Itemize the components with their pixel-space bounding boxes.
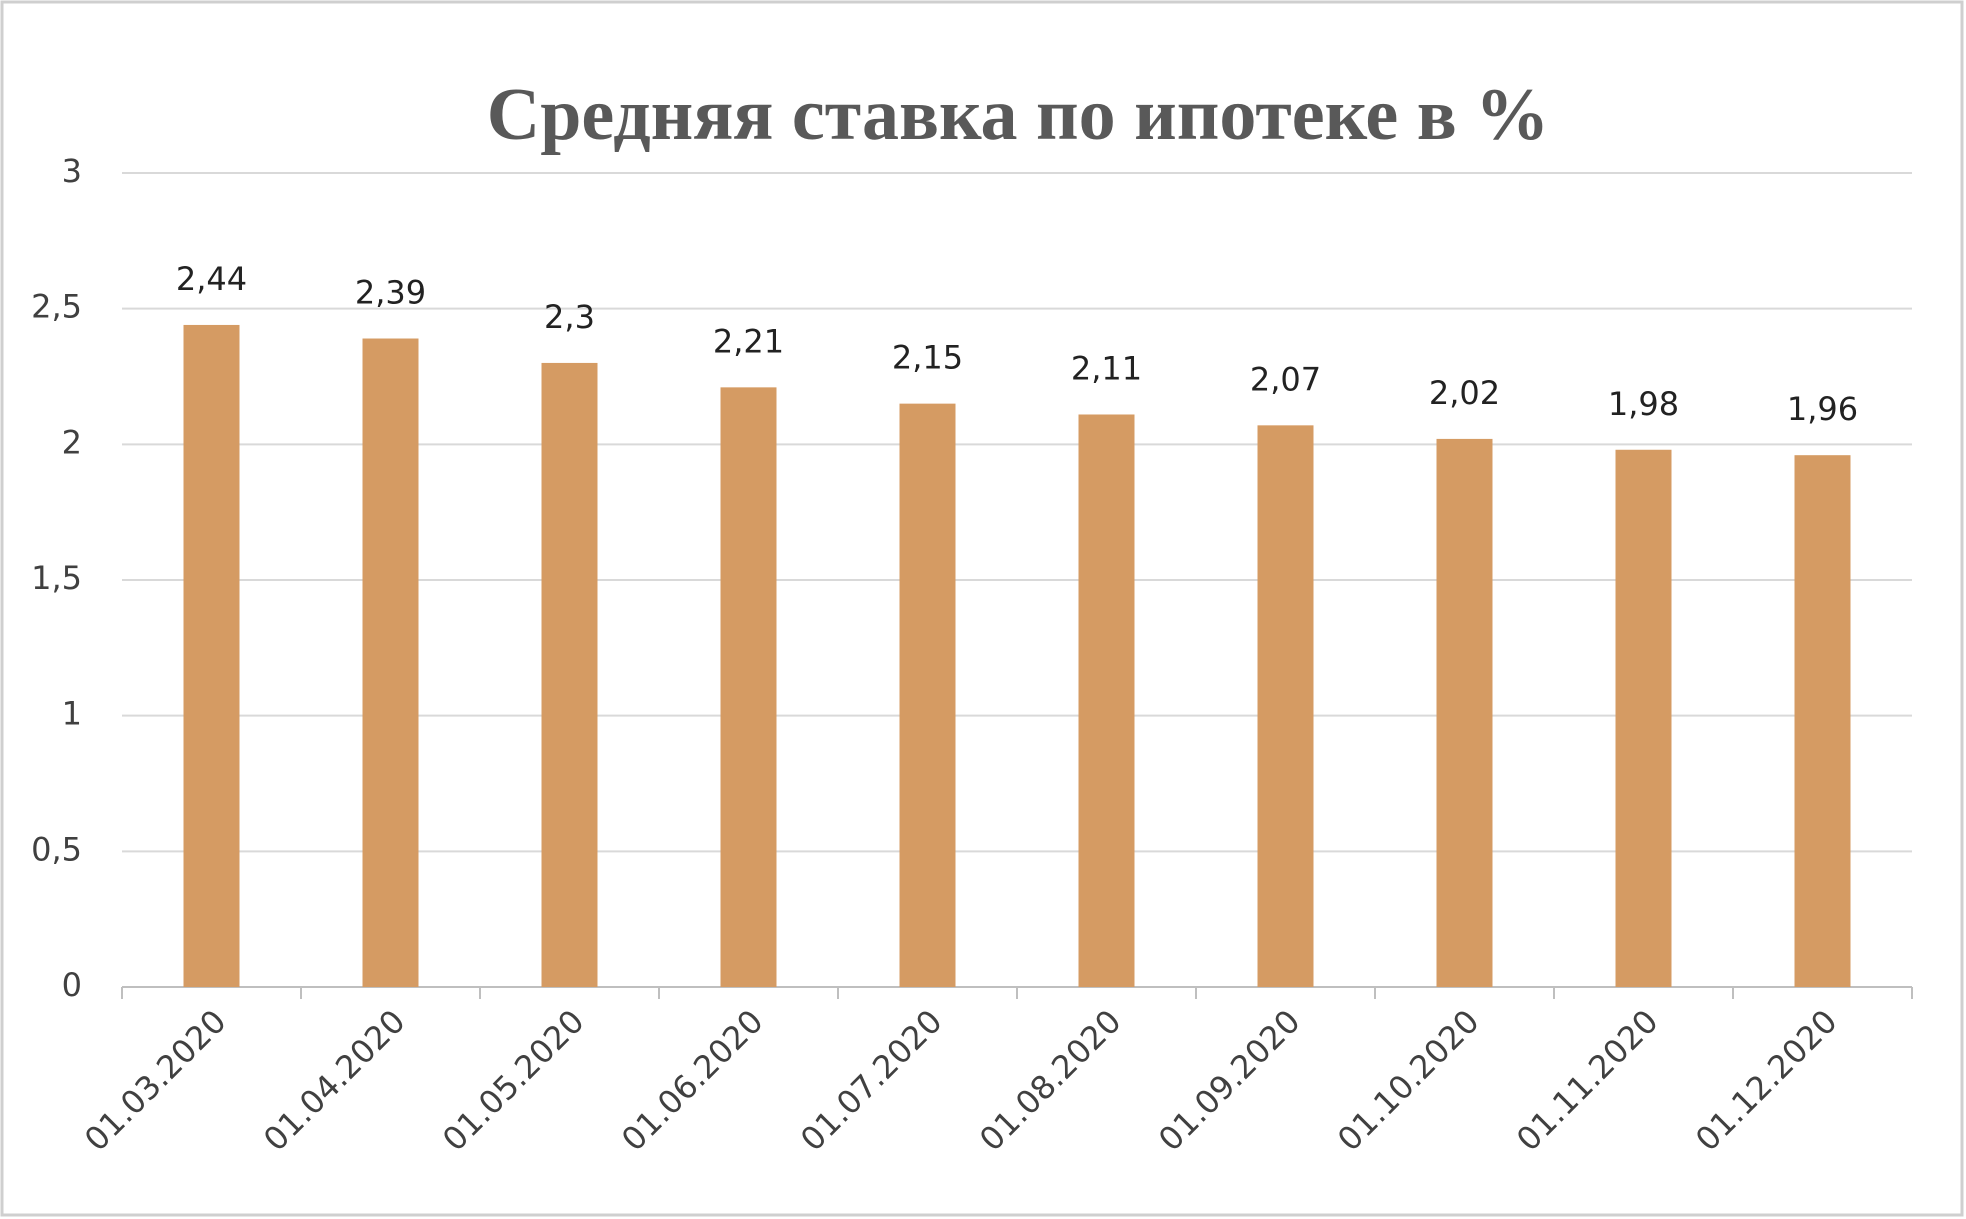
y-tick-label: 2,5 — [31, 288, 82, 326]
data-label: 1,96 — [1787, 390, 1858, 428]
bar — [362, 338, 419, 988]
bar — [899, 403, 956, 988]
bar — [720, 387, 777, 987]
data-label: 2,3 — [544, 298, 595, 336]
chart-title: Средняя ставка по ипотеке в % — [487, 74, 1549, 156]
data-label: 2,02 — [1429, 374, 1500, 412]
bar — [1794, 455, 1851, 988]
data-label: 2,15 — [892, 339, 963, 377]
data-label: 2,11 — [1071, 349, 1142, 387]
bar — [1078, 414, 1135, 987]
y-tick-label: 2 — [62, 423, 82, 461]
data-label: 1,98 — [1608, 385, 1679, 423]
data-label: 2,21 — [713, 322, 784, 360]
data-label: 2,39 — [355, 274, 426, 312]
bar — [183, 324, 240, 987]
bar — [1615, 449, 1672, 987]
y-tick-label: 3 — [62, 152, 82, 190]
data-label: 2,07 — [1250, 360, 1321, 398]
bar — [541, 362, 598, 987]
y-tick-label: 0,5 — [31, 830, 82, 868]
bar — [1436, 438, 1493, 987]
y-tick-label: 0 — [62, 966, 82, 1004]
y-tick-label: 1 — [62, 695, 82, 733]
data-label: 2,44 — [176, 260, 247, 298]
y-tick-label: 1,5 — [31, 559, 82, 597]
bar — [1257, 425, 1314, 988]
